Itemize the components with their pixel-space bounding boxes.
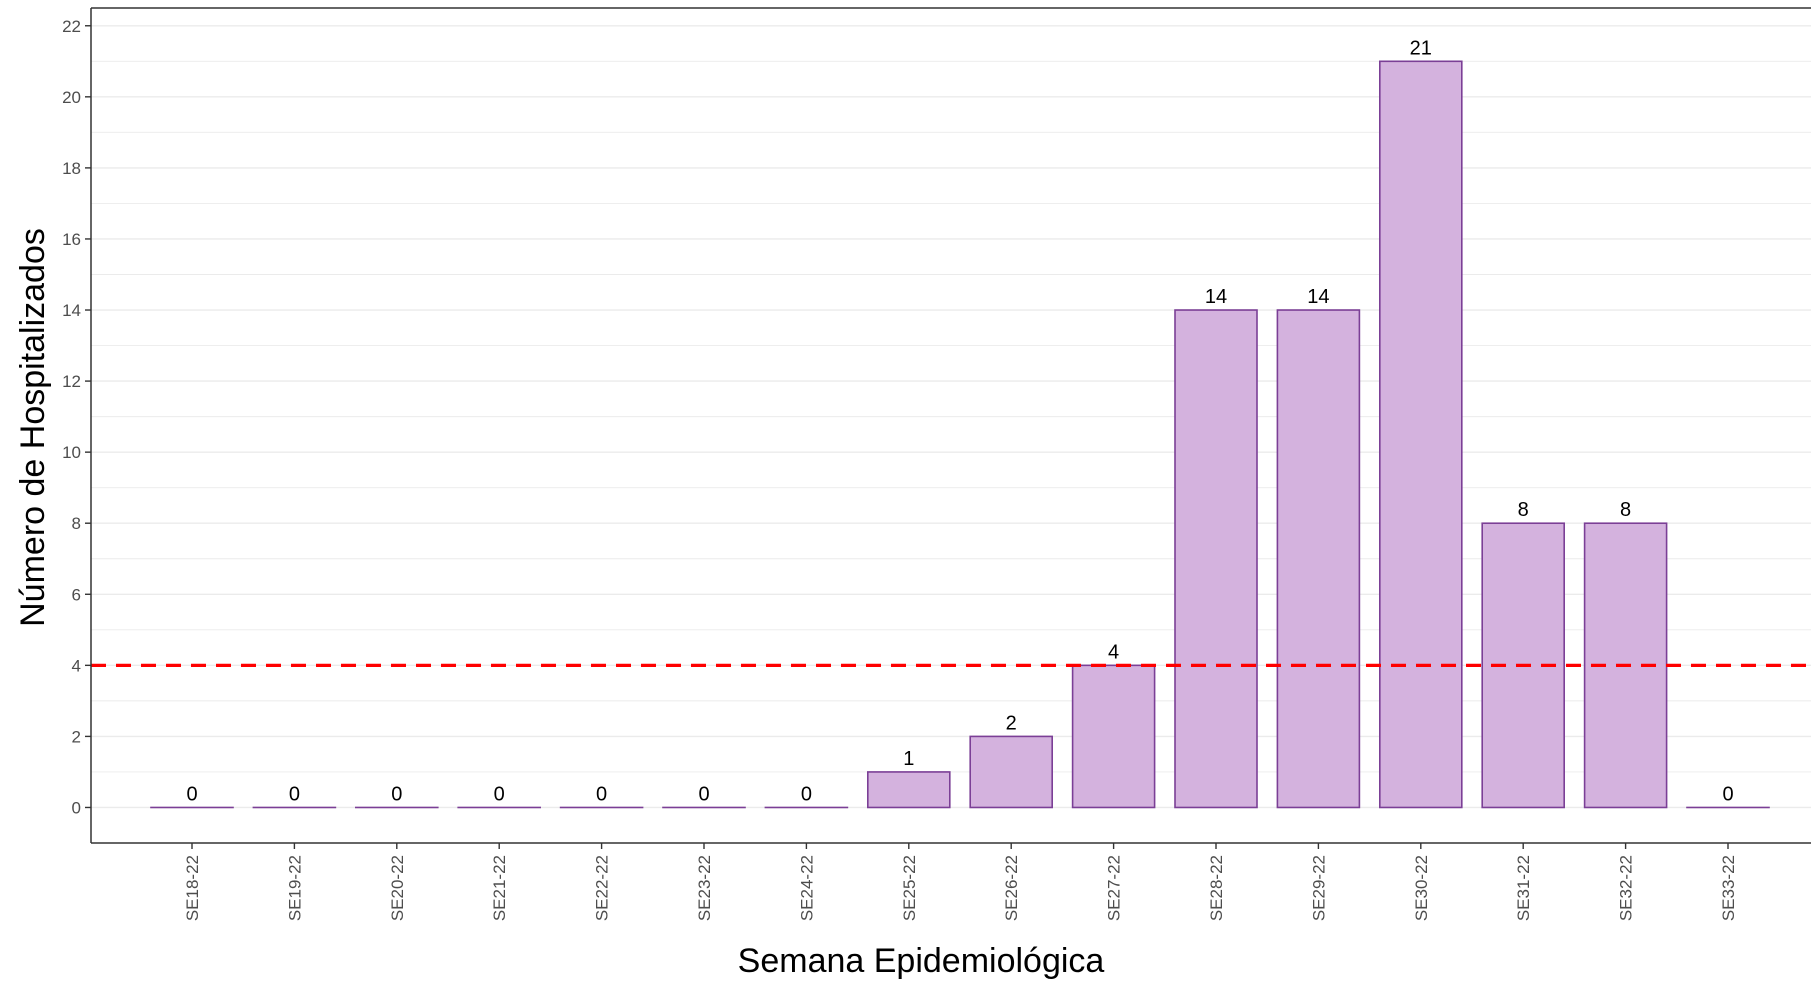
bar-data-labels: 0 0 0 0 0 0 0 1 2 4 14 14 21 8 8 0	[186, 37, 1733, 805]
bar-data-label: 2	[1006, 712, 1017, 734]
bar	[969, 735, 1054, 809]
y-tick-label: 0	[72, 798, 81, 817]
bar-data-label: 14	[1307, 286, 1329, 308]
bar-data-label: 0	[801, 783, 812, 805]
bar-data-label: 14	[1205, 286, 1227, 308]
x-axis-title: Semana Epidemiológica	[738, 942, 1105, 980]
x-tick-label: SE28-22	[1207, 855, 1226, 921]
bar-data-label: 0	[289, 783, 300, 805]
bar	[1071, 664, 1156, 809]
x-tick-label: SE21-22	[490, 855, 509, 921]
y-axis-title: Número de Hospitalizados	[14, 228, 52, 627]
x-tick-label: SE22-22	[593, 855, 612, 921]
bars	[150, 60, 1770, 809]
y-tick-label: 22	[62, 17, 81, 36]
bar-data-label: 4	[1108, 641, 1119, 663]
x-tick-label: SE27-22	[1105, 855, 1124, 921]
y-tick-label: 2	[72, 727, 81, 746]
y-tick-label: 6	[72, 585, 81, 604]
x-tick-label: SE30-22	[1412, 855, 1431, 921]
x-tick-label: SE24-22	[797, 855, 816, 921]
x-tick-label: SE25-22	[900, 855, 919, 921]
bar-data-label: 8	[1518, 499, 1529, 521]
y-tick-label: 14	[62, 301, 81, 320]
y-tick-label: 16	[62, 230, 81, 249]
y-tick-label: 20	[62, 88, 81, 107]
x-tick-label: SE32-22	[1617, 855, 1636, 921]
bar	[1174, 309, 1258, 809]
y-tick-label: 10	[62, 443, 81, 462]
bar-data-label: 8	[1620, 499, 1631, 521]
bar-data-label: 21	[1410, 37, 1432, 59]
bar-data-label: 0	[391, 783, 402, 805]
bar-data-label: 0	[698, 783, 709, 805]
y-tick-label: 18	[62, 159, 81, 178]
x-tick-label: SE33-22	[1719, 855, 1738, 921]
x-tick-label: SE26-22	[1002, 855, 1021, 921]
y-tick-label: 12	[62, 372, 81, 391]
x-tick-label: SE31-22	[1514, 855, 1533, 921]
x-tick-label: SE19-22	[285, 855, 304, 921]
bar-data-label: 0	[494, 783, 505, 805]
bar-data-label: 0	[1722, 783, 1733, 805]
bar	[1379, 60, 1463, 809]
bar	[1276, 309, 1361, 809]
x-tick-label: SE20-22	[388, 855, 407, 921]
y-tick-label: 4	[72, 656, 81, 675]
bar-data-label: 1	[903, 748, 914, 770]
x-tick-label: SE29-22	[1309, 855, 1328, 921]
x-tick-label: SE18-22	[183, 855, 202, 921]
x-tick-label: SE23-22	[695, 855, 714, 921]
bar-data-label: 0	[186, 783, 197, 805]
bar	[866, 771, 951, 809]
y-tick-label: 8	[72, 514, 81, 533]
bar-data-label: 0	[596, 783, 607, 805]
